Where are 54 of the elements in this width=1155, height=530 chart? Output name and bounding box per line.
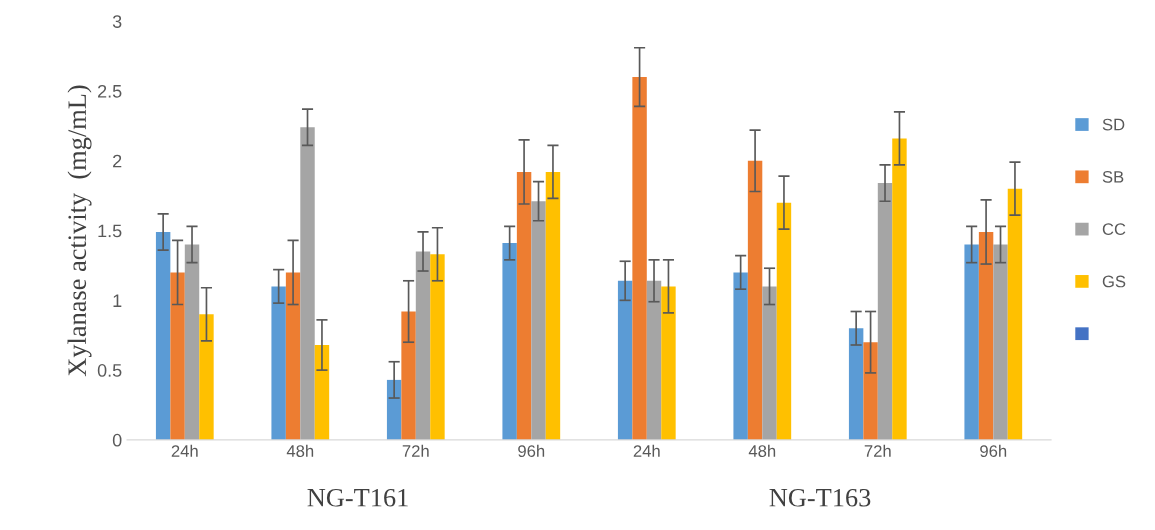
bar [199, 314, 214, 440]
y-tick-label: 2 [113, 154, 122, 168]
x-tick-label: 96h [518, 444, 545, 457]
legend-label: CC [1102, 223, 1126, 236]
y-axis-title: Xylanase activity (mg/mL) [67, 85, 92, 377]
bar [733, 272, 748, 440]
bar [531, 201, 546, 440]
bar [502, 243, 517, 440]
y-tick-label: 2.5 [98, 84, 122, 98]
bar [184, 244, 200, 440]
bar [430, 254, 445, 440]
bar [762, 286, 777, 440]
bar [646, 280, 662, 440]
y-tick-label: 1.5 [98, 224, 122, 238]
x-tick-label: 72h [864, 444, 891, 457]
bar [386, 379, 402, 440]
bar [155, 231, 171, 440]
bar [545, 171, 561, 440]
x-tick-label: 48h [286, 444, 314, 457]
bar [877, 183, 893, 440]
x-tick-label: 72h [402, 444, 429, 457]
text: NG-T161 [307, 488, 408, 507]
bar [314, 344, 330, 440]
x-tick-label: 24h [171, 444, 198, 457]
bar [300, 127, 315, 440]
bar [747, 160, 763, 440]
legend-label: SD [1102, 118, 1125, 131]
bar [285, 272, 301, 440]
bar [863, 342, 878, 440]
bar [516, 171, 532, 440]
bar [415, 251, 431, 440]
x-tick-label: 48h [748, 444, 776, 457]
x-tick-label: 96h [980, 444, 1007, 457]
y-tick-label: 0.5 [97, 364, 122, 377]
y-tick-label: 0 [112, 433, 122, 447]
bar [848, 328, 864, 440]
legend-label: SB [1102, 170, 1124, 183]
y-tick-label: 1 [113, 294, 122, 307]
bar [978, 231, 994, 440]
y-tick-label: 3 [112, 15, 122, 28]
bar [1007, 188, 1023, 440]
bar [993, 244, 1008, 440]
bar [401, 311, 416, 440]
bar [661, 286, 676, 440]
bar [170, 272, 185, 440]
bar [617, 280, 633, 440]
x-tick-label: 24h [633, 444, 660, 457]
text: NG-T163 [769, 488, 871, 507]
legend-label: GS [1102, 275, 1126, 288]
bar [271, 286, 286, 440]
bar [964, 244, 979, 440]
bar [892, 138, 907, 440]
bar [776, 202, 792, 440]
bar [632, 77, 647, 440]
